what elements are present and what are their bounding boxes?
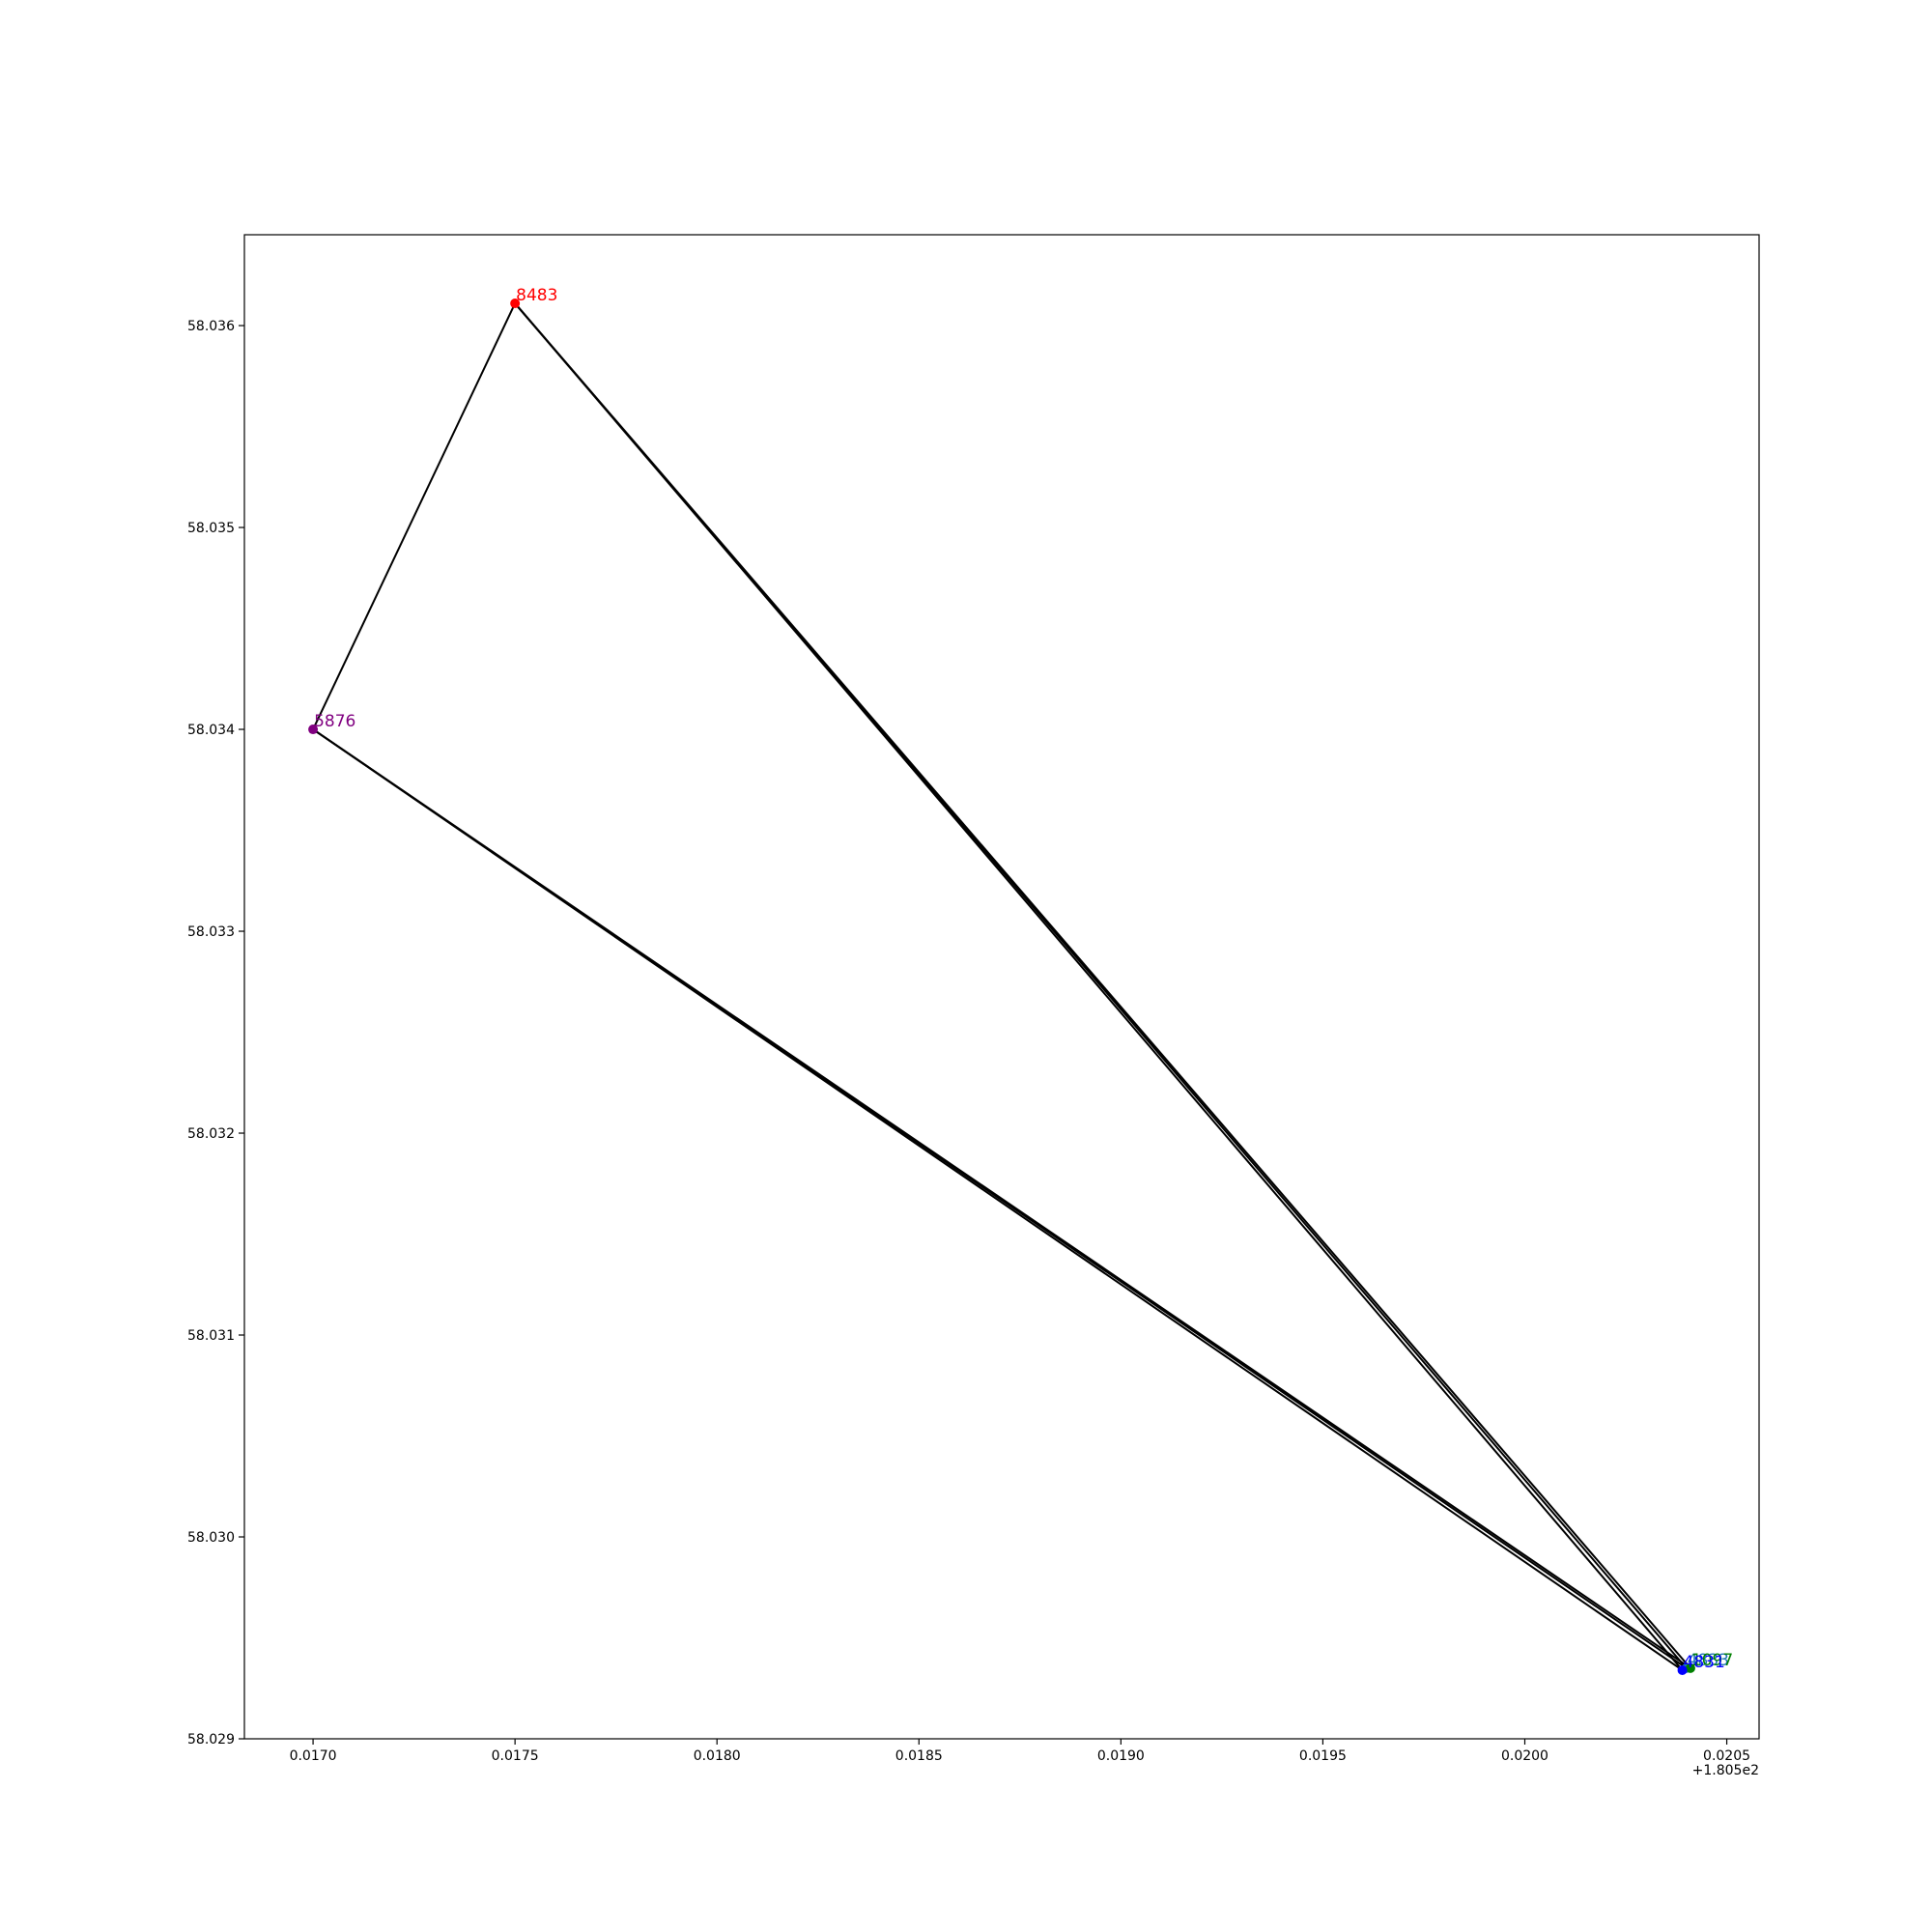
x-axis-offset-label: +1.805e2 [1692, 1763, 1759, 1778]
edges-layer [312, 302, 1691, 1671]
point-label-1097: 1097 [1691, 1651, 1733, 1670]
x-tick-label: 0.0190 [1097, 1748, 1145, 1764]
point-4831 [1677, 1664, 1688, 1675]
x-tick-label: 0.0175 [492, 1748, 539, 1764]
edge-line-8483-5876 [312, 302, 517, 730]
y-tick-label: 58.034 [187, 723, 235, 738]
x-axis: 0.0170 0.0175 0.0180 0.0185 0.0190 0.0195 0.02… [290, 1739, 1750, 1764]
point-label-4831: 4831 [1684, 1653, 1725, 1672]
edge-line-5876-1097 [312, 728, 1691, 1669]
x-tick-label: 0.0195 [1299, 1748, 1347, 1764]
point-label-4833: 4833 [1688, 1651, 1729, 1670]
x-tick-label: 0.0205 [1703, 1748, 1750, 1764]
edge-line-8483-4831 [514, 302, 1684, 1671]
x-tick-label: 0.0200 [1501, 1748, 1548, 1764]
y-tick-label: 58.030 [187, 1530, 235, 1546]
y-tick-label: 58.031 [187, 1328, 235, 1344]
point-label-5876: 5876 [314, 712, 355, 731]
y-tick-label: 58.029 [187, 1732, 235, 1747]
edge-line-5876-4831 [312, 728, 1684, 1671]
plot-frame [243, 234, 1760, 1740]
y-axis: 58.029 58.030 58.031 58.032 58.033 58.034 58.0… [187, 319, 244, 1747]
edge-line-8483-1097 [514, 302, 1691, 1669]
x-tick-label: 0.0185 [895, 1748, 943, 1764]
y-tick-label: 58.033 [187, 924, 235, 940]
y-tick-label: 58.035 [187, 521, 235, 536]
y-tick-label: 58.032 [187, 1126, 235, 1142]
point-8483 [510, 298, 521, 309]
y-tick-label: 58.036 [187, 319, 235, 334]
points-layer [308, 298, 1695, 1675]
point-label-8483: 8483 [516, 286, 557, 305]
point-1097 [1685, 1662, 1695, 1673]
x-tick-label: 0.0180 [694, 1748, 741, 1764]
x-tick-label: 0.0170 [290, 1748, 337, 1764]
point-5876 [308, 724, 319, 735]
